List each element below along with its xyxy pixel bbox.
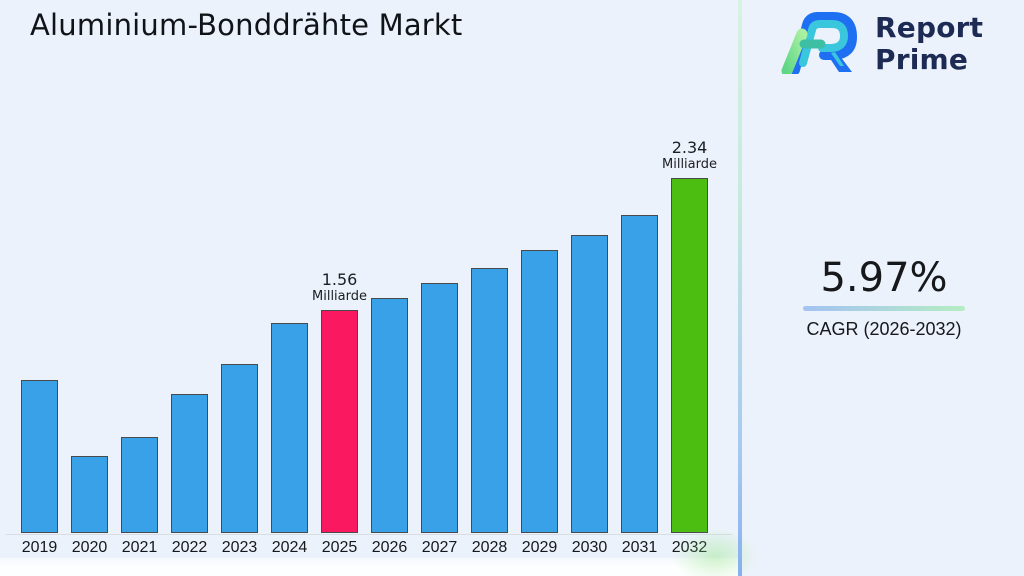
x-tick-2028: 2028: [471, 539, 508, 556]
bar-2027: [421, 283, 458, 533]
bar-label-unit: Milliarde: [312, 289, 367, 304]
bar-2028: [471, 268, 508, 533]
logo-wordmark: Report Prime: [875, 12, 983, 76]
bar-label-value: 2.34: [671, 138, 708, 157]
report-prime-logo-icon: [781, 12, 857, 74]
cagr-label: CAGR (2026-2032): [806, 319, 962, 339]
cagr-value: 5.97%: [820, 255, 948, 301]
report-prime-logo: Report Prime: [781, 6, 983, 76]
x-tick-2029: 2029: [521, 539, 558, 556]
chart-bottom-margin: [0, 558, 738, 576]
bar-2030: [571, 235, 608, 533]
x-tick-2032: 2032: [671, 539, 708, 556]
x-tick-2021: 2021: [121, 539, 158, 556]
bar-2024: [271, 323, 308, 533]
x-tick-2020: 2020: [71, 539, 108, 556]
bar-2021: [121, 437, 158, 533]
bar-chart: 2019 2020 2021 2022 2023 2024 2025 2026 2027 2028…: [6, 138, 735, 556]
x-tick-2030: 2030: [571, 539, 608, 556]
x-tick-2031: 2031: [621, 539, 658, 556]
bar-2032: [671, 178, 708, 533]
x-tick-2023: 2023: [221, 539, 258, 556]
bar-2022: [171, 394, 208, 533]
bar-label-2025: 1.56 Milliarde: [295, 270, 385, 304]
bar-2026: [371, 298, 408, 533]
vertical-separator: [738, 0, 742, 576]
bar-label-value: 1.56: [321, 270, 358, 289]
cagr-underline: [803, 306, 965, 311]
bar-2019: [21, 380, 58, 533]
bar-2020: [71, 456, 108, 533]
cagr-panel: 5.97% CAGR (2026-2032): [800, 255, 968, 340]
bar-2023: [221, 364, 258, 533]
bar-label-2032: 2.34 Milliarde: [645, 138, 735, 172]
page-title: Aluminium-Bonddrähte Markt: [30, 8, 463, 42]
x-tick-2024: 2024: [271, 539, 308, 556]
x-tick-2025: 2025: [321, 539, 358, 556]
x-tick-2019: 2019: [21, 539, 58, 556]
x-axis-line: [6, 534, 732, 535]
x-tick-2026: 2026: [371, 539, 408, 556]
logo-word-prime: Prime: [875, 43, 969, 76]
bar-2029: [521, 250, 558, 533]
bar-label-unit: Milliarde: [662, 157, 717, 172]
x-tick-2022: 2022: [171, 539, 208, 556]
bar-2025: [321, 310, 358, 533]
bar-2031: [621, 215, 658, 533]
x-tick-2027: 2027: [421, 539, 458, 556]
logo-word-report: Report: [875, 11, 984, 44]
